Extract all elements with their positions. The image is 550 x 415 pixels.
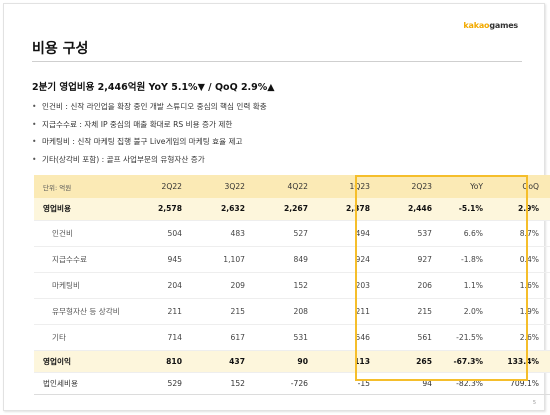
table-cell: 527 [293, 228, 309, 238]
table-cell: 265 [381, 350, 443, 372]
column-header: 2Q22 [161, 182, 182, 191]
table-cell: 113 [319, 350, 381, 372]
table-cell: -726 [290, 378, 308, 388]
table-cell: 945 [167, 254, 183, 264]
bullet-item: • 지급수수료 : 자체 IP 중심의 매출 확대로 RS 비용 증가 제한 [32, 119, 267, 137]
table-cell: -15 [357, 378, 370, 388]
page-title: 비용 구성 [32, 41, 89, 57]
column-header: 4Q22 [287, 182, 308, 191]
bullet-dot-icon: • [32, 119, 37, 129]
column-header: 2Q23 [411, 182, 432, 191]
table-cell: 94 [422, 378, 432, 388]
cost-table: 단위: 억원 2Q22 3Q22 4Q22 1Q23 2Q23 YoY QoQ … [34, 175, 550, 395]
table-cell: 208 [293, 306, 309, 316]
table-cell: 849 [293, 254, 309, 264]
table-cell: 483 [230, 228, 246, 238]
table-cell: 529 [167, 378, 183, 388]
table-cell: 2,378 [319, 198, 381, 220]
slide-page: kakaogames 비용 구성 2분기 영업비용 2,446억원 YoY 5.… [3, 3, 550, 411]
bullet-dot-icon: • [32, 137, 37, 146]
kakaogames-logo: kakaogames [463, 21, 518, 30]
table-cell: 2.9% [494, 198, 550, 220]
row-label: 마케팅비 [52, 280, 80, 290]
table-cell: 561 [417, 332, 433, 342]
table-cell: 2,632 [193, 198, 256, 220]
table-cell: 437 [193, 350, 256, 372]
table-cell: -67.3% [443, 350, 494, 372]
table-row: 유무형자산 등 상각비 211 215 208 211 215 2.0% 1.9% [34, 298, 550, 324]
table-cell: 494 [355, 228, 371, 238]
bullet-item: • 인건비 : 신작 라인업을 확장 중인 개발 스튜디오 중심의 핵심 인력 확… [32, 101, 267, 119]
bullet-item: • 기타(상각비 포함) : 골프 사업부문의 유형자산 증가 [32, 154, 267, 172]
table-row: 마케팅비 204 209 152 203 206 1.1% 1.6% [34, 272, 550, 298]
table-row: 법인세비용 529 152 -726 -15 94 -82.3% 709.1% [34, 372, 550, 394]
table-cell: 2,446 [381, 198, 443, 220]
table-cell: 90 [256, 350, 319, 372]
table-cell: -1.8% [460, 254, 483, 264]
table-cell: 209 [230, 280, 246, 290]
headline: 2분기 영업비용 2,446억원 YoY 5.1%▼ / QoQ 2.9%▲ [32, 82, 275, 93]
table-cell: 206 [417, 280, 433, 290]
table-cell: 531 [293, 332, 309, 342]
table-cell: 211 [355, 306, 371, 316]
table-cell: -21.5% [456, 332, 483, 342]
table-cell: -82.3% [456, 378, 483, 388]
table-header-row: 단위: 억원 2Q22 3Q22 4Q22 1Q23 2Q23 YoY QoQ [34, 175, 550, 198]
column-header: YoY [470, 182, 483, 191]
table-cell: 2.0% [463, 306, 483, 316]
title-divider [32, 61, 522, 62]
row-label: 유무형자산 등 상각비 [52, 306, 120, 316]
table-cell: 133.4% [494, 350, 550, 372]
table-cell: 6.6% [463, 228, 483, 238]
page-number: 5 [532, 400, 536, 406]
table-cell: 215 [230, 306, 246, 316]
table-row: 인건비 504 483 527 494 537 6.6% 8.7% [34, 220, 550, 246]
table-cell: 1.9% [519, 306, 539, 316]
table-cell: 546 [355, 332, 371, 342]
table-cell: 152 [230, 378, 246, 388]
table-cell: 204 [167, 280, 183, 290]
table-row: 영업비용 2,578 2,632 2,267 2,378 2,446 -5.1% 2.9% [34, 198, 550, 220]
table-cell: 810 [130, 350, 193, 372]
table-cell: 927 [417, 254, 433, 264]
table-row: 지급수수료 945 1,107 849 924 927 -1.8% 0.4% [34, 246, 550, 272]
row-label: 법인세비용 [43, 378, 78, 388]
unit-label: 단위: 억원 [43, 183, 72, 192]
table-cell: 1,107 [223, 254, 245, 264]
table-cell: 2,578 [130, 198, 193, 220]
table-cell: 211 [167, 306, 183, 316]
table-cell: 152 [293, 280, 309, 290]
table-cell: 8.7% [519, 228, 539, 238]
table-cell: 215 [417, 306, 433, 316]
table-cell: 709.1% [510, 378, 539, 388]
row-label: 지급수수료 [52, 254, 87, 264]
table-cell: 1.6% [519, 280, 539, 290]
row-label: 영업이익 [34, 350, 130, 372]
table-row: 영업이익 810 437 90 113 265 -67.3% 133.4% [34, 350, 550, 372]
table-cell: 924 [355, 254, 371, 264]
row-label: 영업비용 [34, 198, 130, 220]
bullet-item: • 마케팅비 : 신작 마케팅 집행 불구 Live게임의 마케팅 효율 제고 [32, 136, 267, 154]
table-cell: 1.1% [463, 280, 483, 290]
table-cell: 714 [167, 332, 183, 342]
table-cell: 504 [167, 228, 183, 238]
table-cell: 203 [355, 280, 371, 290]
row-label: 기타 [52, 332, 66, 342]
table-cell: -5.1% [443, 198, 494, 220]
table-cell: 2,267 [256, 198, 319, 220]
bullet-dot-icon: • [32, 102, 37, 111]
bullet-dot-icon: • [32, 154, 37, 164]
row-label: 인건비 [52, 228, 73, 238]
table-cell: 2.6% [519, 332, 539, 342]
bullet-list: • 인건비 : 신작 라인업을 확장 중인 개발 스튜디오 중심의 핵심 인력 확… [32, 101, 267, 171]
table-cell: 0.4% [519, 254, 539, 264]
table-cell: 617 [230, 332, 246, 342]
column-header: 1Q23 [349, 182, 370, 191]
table-row: 기타 714 617 531 546 561 -21.5% 2.6% [34, 324, 550, 350]
column-header: QoQ [522, 182, 539, 191]
column-header: 3Q22 [224, 182, 245, 191]
table-cell: 537 [417, 228, 433, 238]
